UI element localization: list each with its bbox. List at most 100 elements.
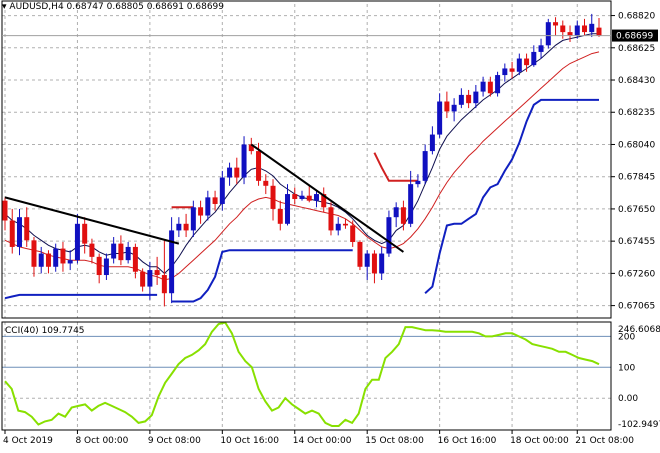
candle-bull[interactable]: [386, 217, 392, 254]
price-axis[interactable]: 0.68820 0.68625 0.68430 0.68235 0.68040 0.678…: [2, 12, 658, 312]
candle-bear[interactable]: [342, 223, 348, 226]
candle-bear[interactable]: [161, 275, 167, 294]
candle-bull[interactable]: [379, 253, 385, 274]
candle-bear[interactable]: [509, 68, 515, 72]
pane-borders: [1, 0, 612, 431]
candlestick-series[interactable]: [2, 13, 602, 307]
candle-bull[interactable]: [103, 258, 109, 276]
candle-bear[interactable]: [487, 81, 493, 94]
candle-bear[interactable]: [2, 200, 8, 221]
candle-bear[interactable]: [350, 225, 356, 242]
candle-bear[interactable]: [277, 208, 283, 224]
candle-bull[interactable]: [335, 223, 341, 231]
candle-bull[interactable]: [16, 217, 22, 247]
candle-bear[interactable]: [154, 270, 160, 276]
candle-bear[interactable]: [198, 207, 204, 216]
candle-bull[interactable]: [422, 151, 428, 181]
cci-line[interactable]: [4, 321, 600, 427]
candle-bear[interactable]: [582, 25, 588, 33]
candle-bear[interactable]: [9, 220, 15, 247]
candle-bear[interactable]: [96, 256, 102, 276]
candle-bull[interactable]: [241, 144, 247, 178]
candle-bull[interactable]: [313, 194, 319, 201]
price-tick-label: 0.67260: [618, 269, 655, 279]
candle-bull[interactable]: [169, 230, 175, 294]
candle-bull[interactable]: [531, 51, 537, 66]
candle-bull[interactable]: [538, 45, 544, 52]
candle-bull[interactable]: [67, 260, 73, 264]
candle-bear[interactable]: [596, 27, 602, 36]
candle-bull[interactable]: [227, 167, 233, 178]
candle-bear[interactable]: [263, 180, 269, 186]
candle-bear[interactable]: [24, 217, 30, 241]
candle-bear[interactable]: [248, 144, 254, 152]
candle-bull[interactable]: [408, 184, 414, 224]
candle-bear[interactable]: [524, 58, 530, 66]
candle-bear[interactable]: [118, 243, 124, 261]
candle-bear[interactable]: [183, 223, 189, 231]
candle-bull[interactable]: [125, 246, 131, 261]
time-tick-label: 8 Oct 00:00: [75, 436, 128, 446]
candle-bull[interactable]: [473, 91, 479, 104]
time-axis[interactable]: 4 Oct 2019 8 Oct 00:00 9 Oct 08:00 10 Oct 1…: [3, 430, 634, 446]
cci-pane[interactable]: 200 100 0.00 246.6068 -102.9497: [2, 321, 660, 431]
price-tick-label: 0.67065: [618, 302, 655, 312]
candle-bear[interactable]: [466, 94, 472, 104]
candle-bull[interactable]: [111, 243, 117, 259]
candle-bear[interactable]: [292, 194, 298, 200]
candle-bull[interactable]: [589, 23, 595, 33]
candle-bull[interactable]: [147, 270, 153, 287]
candle-bear[interactable]: [567, 32, 573, 36]
candle-bull[interactable]: [516, 58, 522, 72]
candle-bull[interactable]: [74, 223, 80, 261]
candle-bear[interactable]: [328, 207, 334, 231]
candle-bull[interactable]: [437, 101, 443, 135]
trendlines[interactable]: [4, 143, 404, 253]
candle-bull[interactable]: [190, 207, 196, 231]
trendline[interactable]: [4, 196, 180, 245]
current-price-tag[interactable]: [612, 29, 658, 42]
candle-bear[interactable]: [553, 22, 559, 26]
candle-bear[interactable]: [31, 240, 37, 267]
candle-bull[interactable]: [219, 177, 225, 204]
candle-bear[interactable]: [321, 194, 327, 208]
candle-bear[interactable]: [89, 243, 95, 257]
candle-bear[interactable]: [212, 197, 218, 204]
candle-bear[interactable]: [82, 223, 88, 244]
candle-bear[interactable]: [256, 151, 262, 181]
candle-bull[interactable]: [502, 68, 508, 76]
candle-bull[interactable]: [495, 75, 501, 94]
candle-bear[interactable]: [60, 248, 66, 264]
candle-bull[interactable]: [285, 194, 291, 224]
candle-bull[interactable]: [364, 253, 370, 267]
candle-bull[interactable]: [53, 248, 59, 267]
candle-bull[interactable]: [176, 223, 182, 231]
candle-bull[interactable]: [480, 81, 486, 92]
candle-bear[interactable]: [132, 246, 138, 272]
candle-bull[interactable]: [429, 134, 435, 152]
candle-bear[interactable]: [270, 185, 276, 209]
candle-bull[interactable]: [545, 22, 551, 46]
chart-menu-icon[interactable]: ▾: [2, 2, 7, 12]
candle-bear[interactable]: [357, 241, 363, 267]
candle-bull[interactable]: [574, 25, 580, 36]
candle-bull[interactable]: [299, 195, 305, 200]
candle-bull[interactable]: [451, 104, 457, 112]
candle-bear[interactable]: [444, 101, 450, 112]
candle-bull[interactable]: [205, 197, 211, 216]
step-support-line: [4, 98, 599, 303]
candle-bull[interactable]: [393, 207, 399, 218]
candle-bull[interactable]: [38, 253, 44, 267]
candle-bear[interactable]: [371, 253, 377, 274]
candle-bull[interactable]: [415, 180, 421, 185]
candle-bear[interactable]: [400, 207, 406, 224]
trendline[interactable]: [250, 143, 404, 253]
candle-bear[interactable]: [560, 25, 566, 33]
candle-bull[interactable]: [458, 94, 464, 105]
candle-bear[interactable]: [306, 195, 312, 201]
candle-bear[interactable]: [140, 271, 146, 287]
candle-bear[interactable]: [45, 253, 51, 267]
candle-bear[interactable]: [234, 167, 240, 178]
